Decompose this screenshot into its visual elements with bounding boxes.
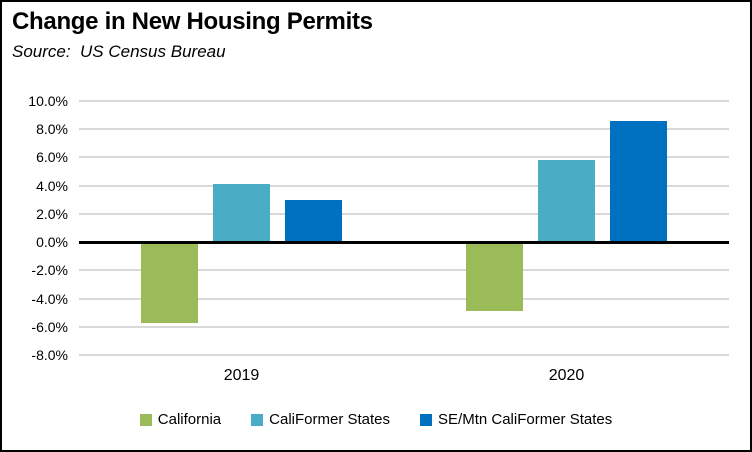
gridline [79,212,729,215]
gridline [79,128,729,131]
legend-label: California [157,411,222,428]
bar-california-2019 [141,242,198,323]
y-tick-label: 8.0% [36,121,68,138]
gridline [79,184,729,187]
legend-label: SE/Mtn CaliFormer States [438,411,613,428]
y-tick-label: 0.0% [36,234,68,251]
bar-california-2020 [466,242,523,312]
y-tick-label: -2.0% [31,262,68,279]
x-category-label: 2020 [548,367,585,384]
gridline [79,325,729,328]
legend-item-california: California [139,411,222,428]
legend: California CaliFormer States SE/Mtn CaliFo… [2,411,750,428]
legend-item-califormer-states: CaliFormer States [251,411,390,428]
gridline [79,100,729,102]
gridline [79,269,729,272]
y-tick-label: 10.0% [28,93,68,109]
legend-item-se-mtn-califormer-states: SE/Mtn CaliFormer States [420,411,612,428]
y-tick-label: -6.0% [31,318,68,335]
gridline [79,297,729,300]
bar-califormer-states-2020 [538,160,595,243]
bar-se-mtn-califormer-states-2019 [285,199,342,243]
plot-area [79,100,729,356]
y-tick-label: 2.0% [36,205,68,222]
bar-califormer-states-2019 [213,184,270,243]
chart-title: Change in New Housing Permits [12,8,373,35]
gridline [79,156,729,159]
y-tick-label: -4.0% [31,290,68,307]
legend-label: CaliFormer States [269,411,391,428]
y-tick-label: -8.0% [31,347,68,363]
legend-swatch-icon [420,413,433,426]
zero-axis-line [79,240,729,244]
y-tick-label: 6.0% [36,149,68,166]
x-category-label: 2019 [223,367,260,384]
bar-se-mtn-califormer-states-2020 [610,120,667,243]
legend-swatch-icon [139,413,152,426]
y-tick-label: 4.0% [36,177,68,194]
legend-swatch-icon [251,413,264,426]
chart-source: Source: US Census Bureau [12,42,226,61]
gridline [79,354,729,356]
